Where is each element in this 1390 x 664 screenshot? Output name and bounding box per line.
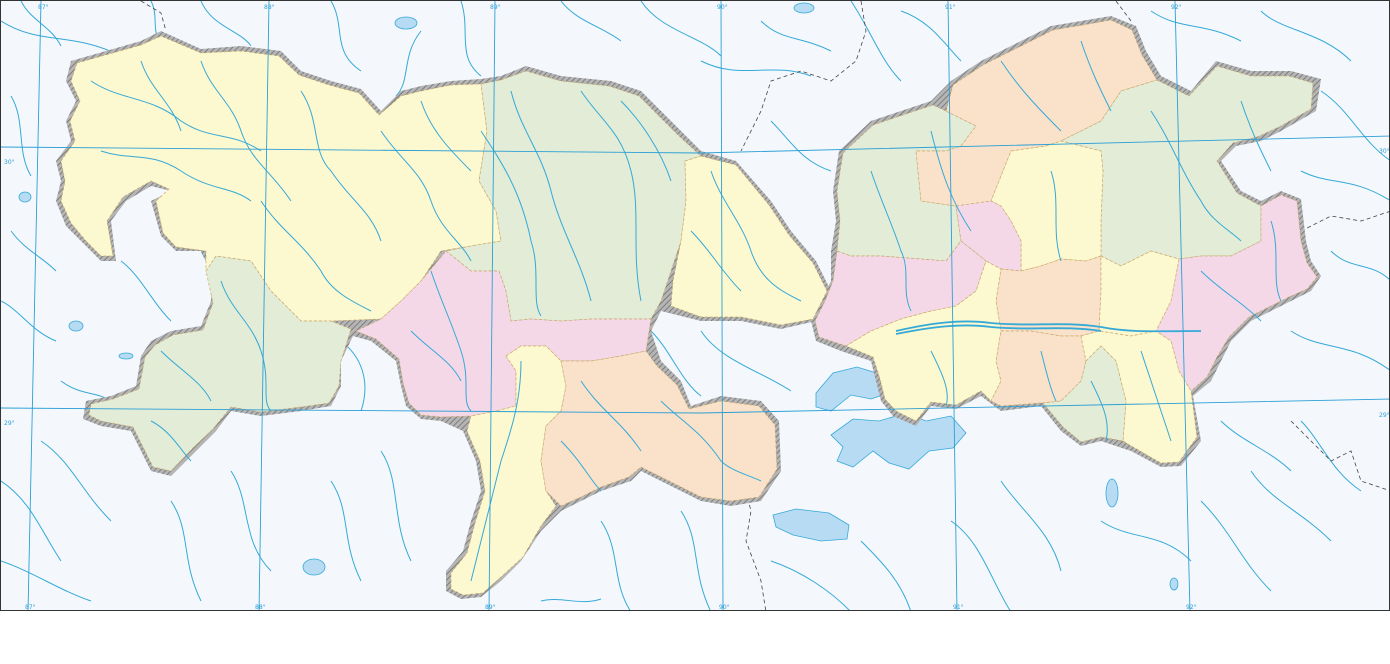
green-district-southwest — [88, 255, 352, 472]
bottom-label: 91° — [953, 604, 964, 611]
lake — [68, 320, 84, 332]
top-label: 91° — [945, 4, 956, 11]
graticule-labels: 87° 88° 89° 90° 91° 92° 87° 88° 89° 90° … — [4, 4, 1390, 611]
meridian-line — [947, 1, 958, 610]
orange-district-east-north — [915, 19, 1158, 207]
parallel-line — [1, 135, 1389, 154]
top-label: 92° — [1171, 4, 1182, 11]
lake — [394, 16, 418, 30]
meridian-line — [258, 1, 270, 610]
meridian-line — [720, 1, 724, 610]
right-label: 30° — [1379, 148, 1390, 155]
bottom-label: 92° — [1186, 604, 1197, 611]
lake — [830, 412, 967, 470]
map-canvas[interactable]: 87° 88° 89° 90° 91° 92° 87° 88° 89° 90° … — [1, 1, 1390, 611]
yellow-district-north-east — [670, 155, 828, 326]
east-region[interactable] — [814, 19, 1318, 464]
green-district-east-south — [1042, 345, 1127, 443]
bottom-label: 89° — [485, 604, 496, 611]
background-rivers — [1, 1, 1389, 610]
yellow-district-east-mid — [1098, 250, 1180, 337]
lake — [1105, 478, 1119, 508]
meridian-line — [1174, 1, 1191, 610]
orange-district-east-south — [990, 330, 1087, 407]
top-label: 87° — [38, 4, 49, 11]
lake — [18, 191, 32, 203]
border-lines — [140, 1, 1389, 610]
right-label: 29° — [1379, 412, 1390, 419]
lake — [302, 558, 326, 576]
bottom-label: 87° — [25, 604, 36, 611]
region-rivers — [90, 40, 1282, 582]
bottom-label: 90° — [719, 604, 730, 611]
lake — [118, 352, 134, 360]
pink-district-east-east — [1155, 194, 1318, 392]
yellow-district-south — [450, 345, 567, 596]
graticule — [1, 1, 1389, 610]
lake — [772, 508, 850, 542]
bottom-label: 88° — [255, 604, 266, 611]
left-label: 30° — [4, 159, 15, 166]
background-lakes — [18, 2, 1179, 591]
orange-district-south — [540, 350, 778, 507]
meridian-line — [27, 1, 42, 610]
main-river — [895, 320, 1202, 335]
left-label: 29° — [4, 420, 15, 427]
map-frame: 87° 88° 89° 90° 91° 92° 87° 88° 89° 90° … — [0, 0, 1390, 611]
west-region[interactable] — [60, 35, 828, 596]
top-label: 90° — [717, 4, 728, 11]
meridian-line — [488, 1, 496, 610]
parallel-line — [1, 398, 1389, 414]
top-label: 88° — [264, 4, 275, 11]
top-label: 89° — [490, 4, 501, 11]
lake — [1169, 577, 1179, 591]
lake — [793, 2, 815, 14]
